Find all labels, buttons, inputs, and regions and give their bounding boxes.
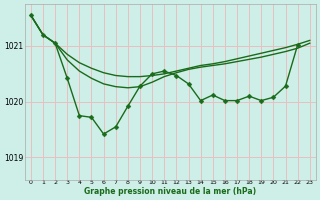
X-axis label: Graphe pression niveau de la mer (hPa): Graphe pression niveau de la mer (hPa) — [84, 187, 256, 196]
